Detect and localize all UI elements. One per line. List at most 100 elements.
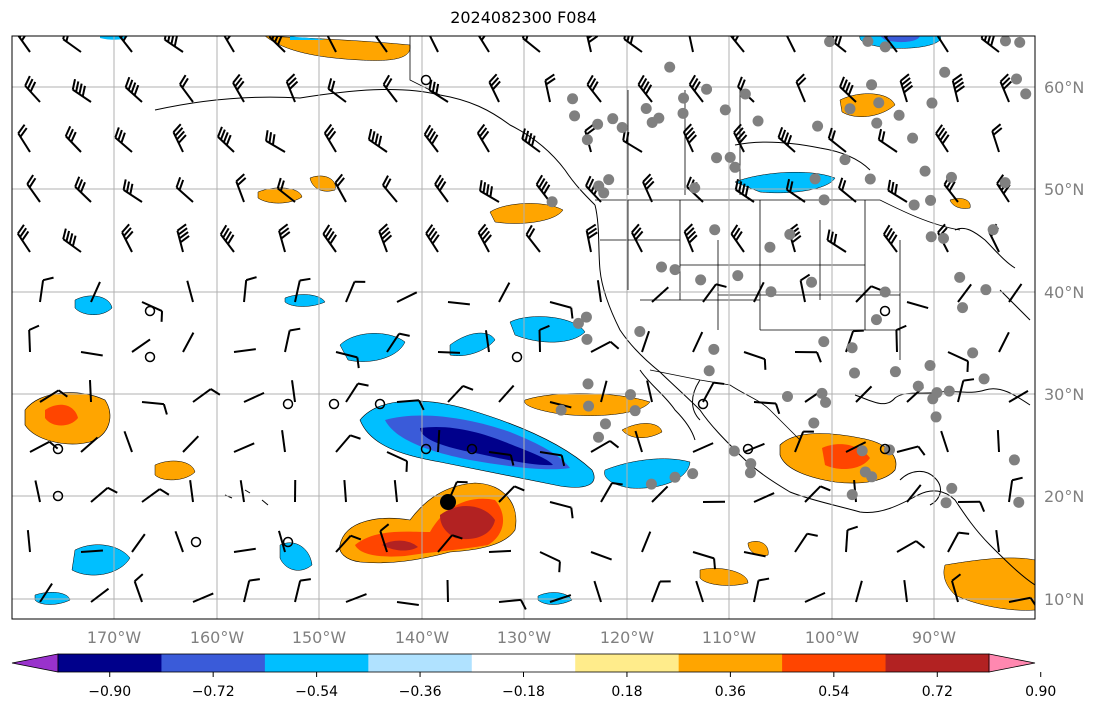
wind-barb: [887, 179, 908, 203]
wind-barb: [743, 551, 766, 558]
wind-barb: [281, 430, 286, 453]
wind-barb: [980, 36, 1000, 53]
wind-barb: [702, 283, 727, 303]
wind-barb: [903, 580, 908, 603]
wind-barb: [34, 480, 41, 503]
colorbar-extend-max: [988, 653, 1036, 673]
station-marker: [938, 232, 950, 244]
wind-barb: [826, 229, 847, 253]
station-marker: [846, 489, 858, 501]
station-marker: [1011, 73, 1023, 85]
wind-barb: [634, 430, 643, 453]
colorbar-cell: [782, 654, 887, 672]
station-marker: [940, 497, 952, 509]
station-marker: [1013, 496, 1025, 508]
wind-barb: [498, 384, 515, 403]
station-marker: [978, 373, 990, 385]
wind-barb: [1008, 390, 1029, 403]
wind-barb: [1008, 283, 1023, 303]
wind-barb: [386, 332, 410, 353]
wind-barb: [838, 177, 857, 203]
calm-station-marker: [144, 351, 156, 363]
wind-barb: [345, 593, 367, 603]
wind-barb: [877, 128, 898, 153]
wind-barb: [62, 228, 82, 253]
station-marker: [809, 173, 821, 185]
station-marker: [569, 110, 581, 122]
wind-barb: [28, 324, 40, 353]
wind-barb: [425, 224, 440, 253]
wind-barb: [688, 74, 704, 103]
wind-barb: [334, 173, 347, 203]
wind-barb: [777, 126, 796, 153]
wind-barb: [935, 124, 950, 153]
wind-barb: [447, 301, 470, 306]
station-marker: [866, 79, 878, 91]
calm-station-marker: [879, 305, 891, 317]
wind-barb: [217, 126, 235, 153]
wind-barb: [488, 73, 501, 103]
wind-barb: [549, 301, 574, 319]
map-frame: [11, 35, 1036, 620]
colorbar-tick-label: 0.18: [611, 684, 642, 700]
colorbar-cell: [264, 654, 369, 672]
colorbar-tick-label: −0.72: [192, 684, 235, 700]
wind-barb: [702, 381, 725, 403]
wind-barb: [596, 280, 602, 303]
wind-barb: [243, 276, 257, 303]
station-marker: [677, 107, 689, 119]
colorbar-cell: [471, 654, 576, 672]
wind-barb: [538, 324, 550, 353]
station-marker: [784, 228, 796, 240]
wind-barb: [88, 379, 92, 403]
wind-barb: [795, 73, 807, 103]
station-marker: [765, 286, 777, 298]
wind-barb: [64, 125, 82, 153]
colorbar-tick-label: −0.90: [88, 684, 131, 700]
wind-barb: [855, 285, 882, 303]
lat-label: 60°N: [1044, 78, 1084, 97]
wind-barb: [447, 384, 474, 403]
wind-barb: [427, 36, 439, 53]
station-marker: [616, 121, 628, 133]
station-marker: [1020, 88, 1032, 100]
calm-station-marker: [374, 398, 386, 410]
wind-barb: [637, 74, 653, 103]
station-marker: [593, 180, 605, 192]
wind-barb: [477, 223, 492, 253]
wind-barb: [785, 178, 806, 203]
wind-barb: [186, 280, 194, 303]
lon-label: 130°W: [497, 628, 552, 647]
wind-barb: [322, 224, 337, 253]
station-marker: [879, 41, 891, 53]
lat-label: 40°N: [1044, 283, 1084, 302]
station-marker: [987, 224, 999, 236]
station-marker: [808, 417, 820, 429]
wind-barb: [957, 378, 975, 403]
wind-barb: [179, 74, 194, 103]
station-marker: [629, 405, 641, 417]
wind-barb: [277, 530, 286, 553]
wind-barb: [335, 534, 362, 553]
wind-barb: [682, 123, 697, 153]
calm-station-marker: [420, 74, 432, 86]
wind-barb: [845, 441, 867, 453]
wind-barb: [488, 549, 512, 553]
station-marker: [582, 378, 594, 390]
wind-barb: [642, 173, 655, 203]
wind-barb: [233, 442, 255, 453]
wind-barb: [114, 127, 133, 153]
station-marker: [816, 387, 828, 399]
wind-barb: [323, 123, 337, 153]
station-marker: [818, 336, 830, 348]
calm-station-marker: [742, 443, 754, 455]
lat-label: 20°N: [1044, 487, 1084, 506]
wind-barb: [895, 324, 907, 353]
wind-barb: [182, 435, 200, 453]
colorbar-tick-label: −0.18: [502, 684, 545, 700]
station-marker: [603, 174, 615, 186]
wind-barb: [733, 123, 748, 153]
station-marker: [764, 241, 776, 253]
wind-barb: [544, 73, 556, 103]
wind-barb: [883, 224, 898, 253]
